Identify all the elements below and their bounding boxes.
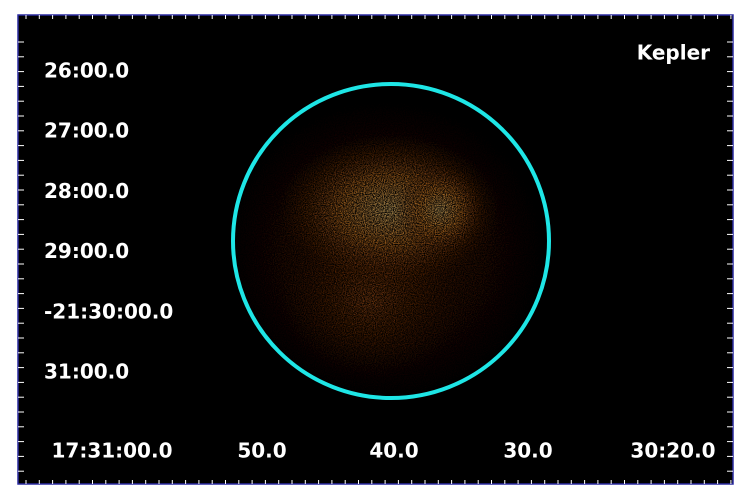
dec-label: 28:00.0	[44, 179, 129, 203]
ra-label: 30:20.0	[630, 439, 715, 463]
dec-label: 31:00.0	[44, 360, 129, 384]
object-label: Kepler	[637, 41, 710, 65]
frame-ticks	[18, 15, 733, 484]
bright-knot	[395, 165, 485, 255]
dec-label: -21:30:00.0	[44, 299, 173, 323]
xray-emission	[215, 90, 555, 410]
ra-label: 17:31:00.0	[51, 439, 172, 463]
ra-label: 40.0	[369, 439, 418, 463]
ra-axis-labels: 17:31:00.0 50.0 40.0 30.0 30:20.0	[51, 439, 715, 463]
ra-label: 50.0	[237, 439, 286, 463]
dec-label: 27:00.0	[44, 119, 129, 143]
dec-label: 26:00.0	[44, 59, 129, 83]
region-circle	[231, 82, 551, 400]
ra-label: 30.0	[503, 439, 552, 463]
dec-label: 29:00.0	[44, 239, 129, 263]
dec-axis-labels: 26:00.0 27:00.0 28:00.0 29:00.0 -21:30:00.0 3…	[44, 59, 173, 384]
